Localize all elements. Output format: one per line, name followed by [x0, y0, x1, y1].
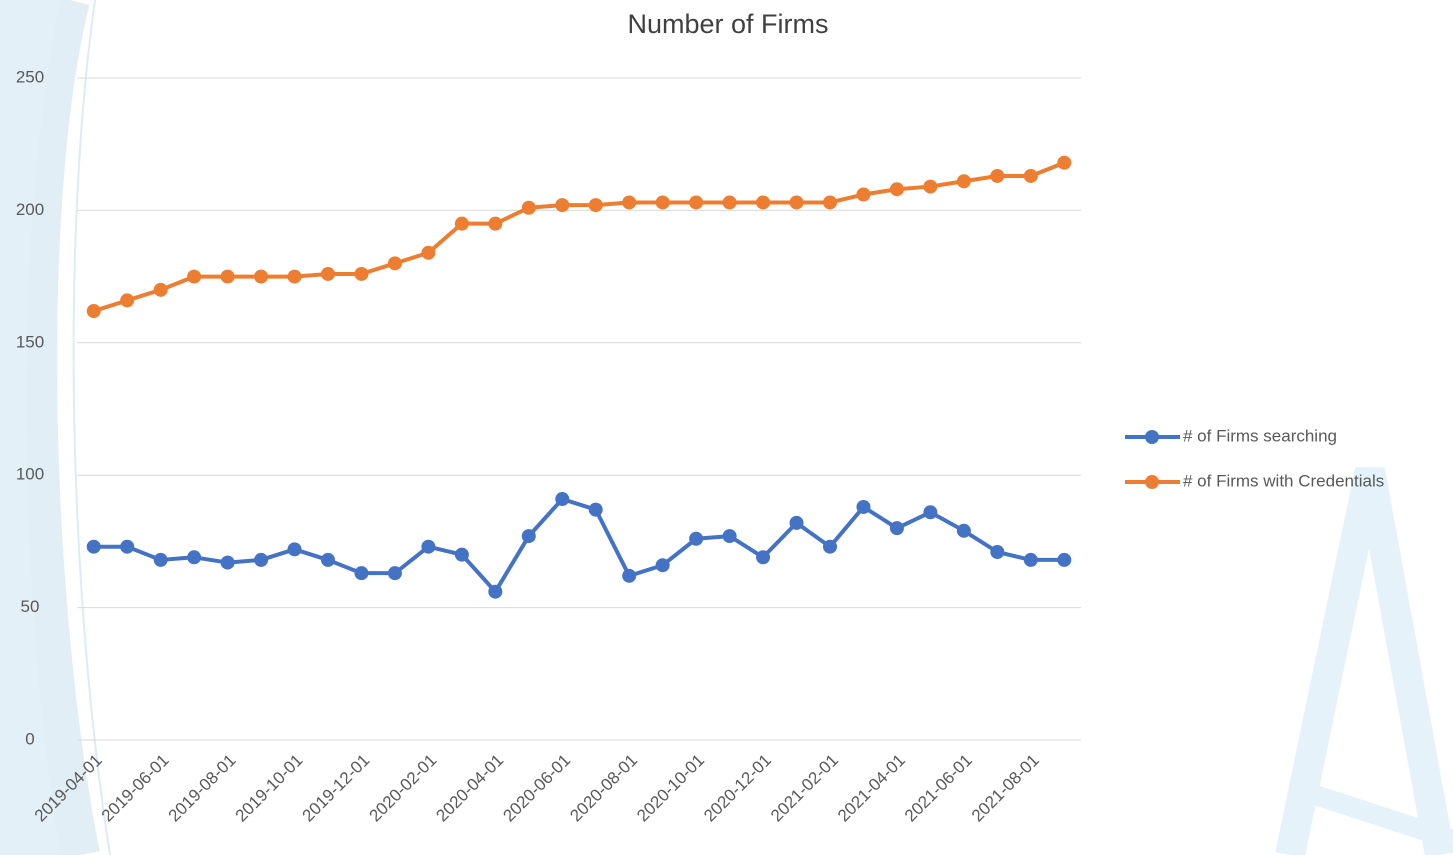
- data-point: [655, 558, 670, 573]
- x-tick-label: 2021-06-01: [901, 751, 976, 826]
- x-tick-label: 2021-02-01: [767, 751, 842, 826]
- data-point: [722, 195, 737, 210]
- chart-title: Number of Firms: [627, 9, 828, 39]
- legend-marker: [1145, 475, 1159, 489]
- data-point: [254, 552, 269, 567]
- data-point: [823, 195, 837, 210]
- data-point: [120, 539, 135, 554]
- data-point: [220, 555, 235, 570]
- data-point: [488, 216, 503, 231]
- data-point: [689, 531, 704, 546]
- data-point: [187, 550, 202, 565]
- data-point: [387, 566, 402, 581]
- data-point: [655, 195, 670, 210]
- data-point: [421, 245, 436, 260]
- legend-label: # of Firms with Credentials: [1183, 471, 1384, 490]
- x-tick-label: 2020-12-01: [700, 751, 775, 826]
- data-point: [588, 198, 603, 213]
- data-point: [889, 182, 904, 197]
- data-point: [1023, 552, 1038, 567]
- data-point: [923, 179, 938, 194]
- legend-marker: [1145, 430, 1159, 444]
- y-tick-label: 0: [25, 729, 34, 748]
- data-point: [387, 256, 402, 271]
- data-point: [120, 293, 135, 308]
- data-point: [622, 195, 637, 210]
- data-point: [588, 502, 603, 517]
- data-point: [622, 568, 637, 583]
- data-point: [421, 539, 436, 554]
- data-point: [521, 529, 536, 544]
- data-point: [689, 195, 704, 210]
- x-tick-label: 2019-06-01: [98, 751, 173, 826]
- data-point: [287, 542, 302, 557]
- legend-label: # of Firms searching: [1183, 426, 1337, 445]
- y-tick-label: 150: [16, 332, 44, 351]
- data-point: [956, 523, 971, 538]
- data-point: [789, 195, 804, 210]
- x-tick-label: 2019-08-01: [165, 751, 240, 826]
- data-point: [756, 550, 771, 565]
- data-point: [86, 304, 101, 319]
- x-tick-label: 2021-08-01: [968, 751, 1043, 826]
- y-tick-label: 100: [16, 465, 44, 484]
- x-tick-label: 2020-04-01: [432, 751, 507, 826]
- data-point: [153, 282, 168, 297]
- data-point: [789, 515, 804, 530]
- x-tick-label: 2019-12-01: [299, 751, 374, 826]
- y-tick-label: 50: [21, 597, 40, 616]
- series-line: [93, 497, 1065, 594]
- data-point: [321, 552, 335, 567]
- data-point: [354, 266, 369, 281]
- data-point: [1057, 155, 1072, 170]
- data-point: [555, 492, 570, 507]
- x-tick-label: 2019-10-01: [232, 751, 307, 826]
- x-tick-label: 2020-06-01: [499, 751, 574, 826]
- data-point: [187, 269, 202, 284]
- data-point: [823, 539, 837, 554]
- data-point: [321, 266, 335, 281]
- data-point: [856, 187, 871, 202]
- data-point: [956, 174, 971, 189]
- data-point: [990, 168, 1005, 183]
- data-point: [889, 521, 904, 536]
- data-point: [521, 200, 536, 215]
- data-point: [923, 505, 938, 520]
- data-point: [153, 552, 168, 567]
- x-tick-label: 2020-10-01: [633, 751, 708, 826]
- series-line: [93, 160, 1066, 313]
- data-point: [1023, 168, 1038, 183]
- data-point: [287, 269, 302, 284]
- x-tick-label: 2021-04-01: [834, 751, 909, 826]
- data-point: [454, 216, 469, 231]
- x-tick-label: 2020-02-01: [365, 751, 440, 826]
- data-point: [856, 499, 871, 514]
- x-tick-label: 2020-08-01: [566, 751, 641, 826]
- data-point: [86, 539, 101, 554]
- data-point: [555, 198, 570, 213]
- data-point: [354, 566, 369, 581]
- data-point: [756, 195, 771, 210]
- y-tick-label: 200: [16, 200, 44, 219]
- data-point: [254, 269, 269, 284]
- data-point: [454, 547, 469, 562]
- data-point: [220, 269, 235, 284]
- y-tick-label: 250: [16, 67, 44, 86]
- data-point: [488, 584, 503, 599]
- data-point: [990, 544, 1005, 559]
- data-point: [722, 529, 737, 544]
- data-point: [1057, 552, 1072, 567]
